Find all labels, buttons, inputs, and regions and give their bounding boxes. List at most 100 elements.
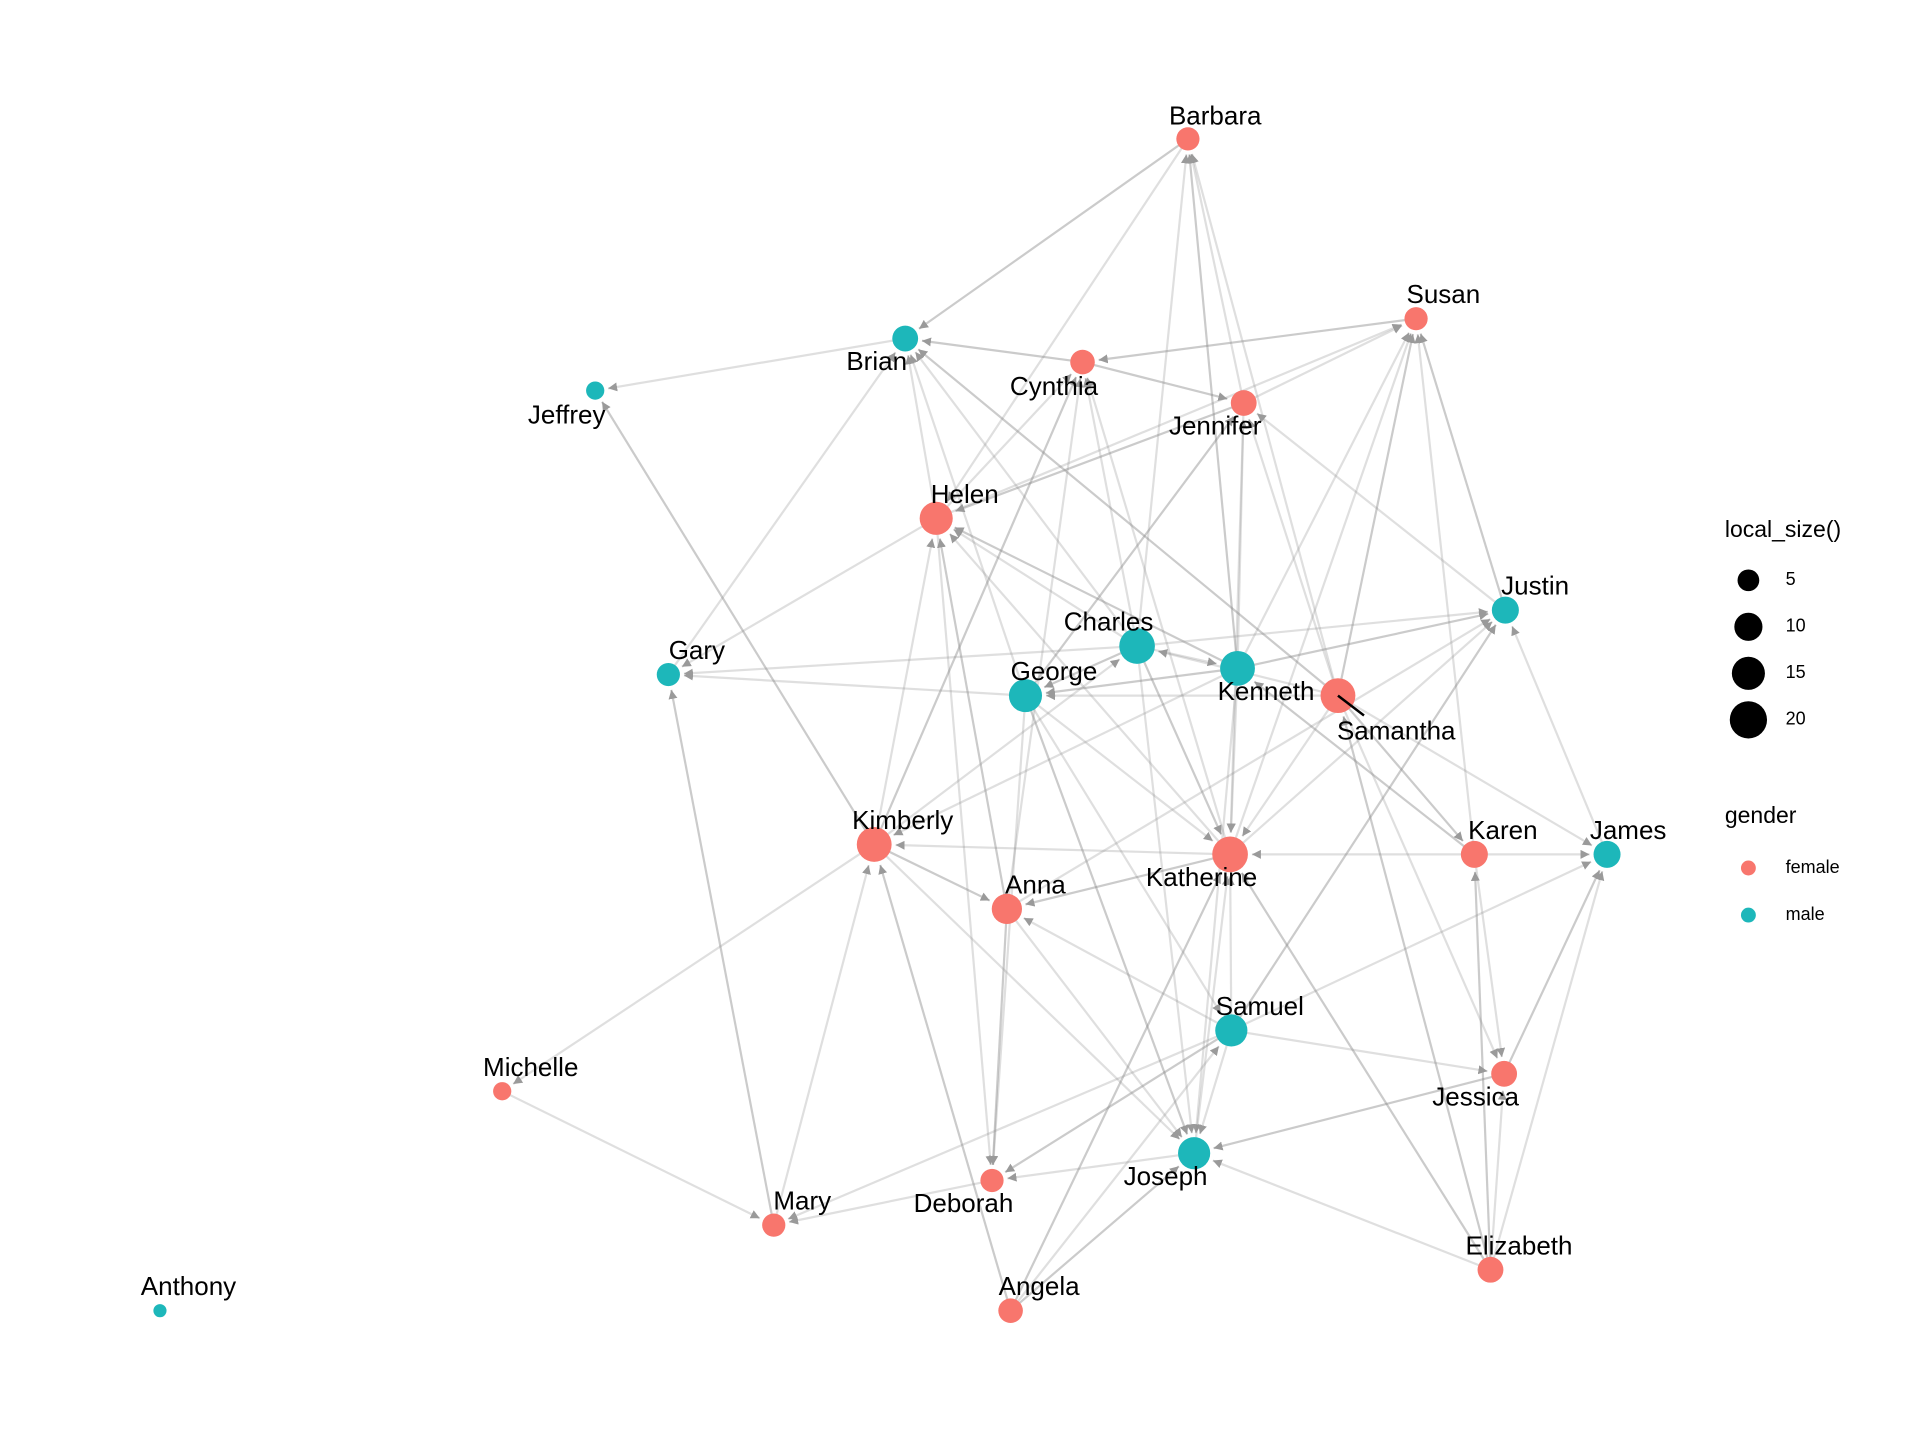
edge — [1243, 324, 1403, 404]
edge — [1418, 333, 1507, 611]
node — [1070, 349, 1095, 375]
edge — [1135, 154, 1190, 647]
node-label: George — [1011, 656, 1098, 686]
edge — [917, 348, 1339, 697]
edge — [1185, 154, 1239, 669]
edge — [935, 373, 1073, 520]
edge — [668, 689, 775, 1226]
edge — [948, 533, 1231, 856]
nodes — [153, 127, 1621, 1323]
edge — [601, 401, 876, 846]
edge — [873, 658, 1121, 846]
node-label: Deborah — [914, 1188, 1014, 1218]
edge — [788, 1179, 993, 1225]
node-label: Jessica — [1432, 1082, 1519, 1112]
edge — [683, 644, 1138, 678]
edge — [1256, 412, 1507, 611]
edge — [1085, 377, 1232, 855]
legend-size-key — [1737, 569, 1760, 592]
edge — [1230, 860, 1592, 1032]
node-label: Michelle — [483, 1052, 578, 1082]
legend-label: 15 — [1786, 662, 1806, 682]
node — [919, 501, 953, 535]
edge — [667, 351, 897, 676]
node — [1212, 836, 1248, 873]
labels: Barbara Susan Brian Cynthia Jennifer Jeffrey H… — [141, 101, 1667, 1302]
legend-label: 5 — [1786, 569, 1796, 589]
node — [493, 1082, 512, 1101]
edge — [1236, 332, 1410, 669]
node — [1491, 596, 1519, 624]
legend-color-key — [1740, 860, 1756, 876]
node — [892, 325, 919, 352]
edge — [1098, 317, 1417, 364]
node — [1119, 628, 1155, 664]
legend-label: 10 — [1786, 616, 1806, 636]
edge — [873, 843, 991, 902]
node-label: Anthony — [141, 1271, 236, 1301]
node — [1491, 1060, 1518, 1087]
edge — [1241, 695, 1339, 837]
edge — [1236, 419, 1248, 669]
legend-label: female — [1786, 857, 1840, 877]
edge — [1213, 1072, 1505, 1151]
edge — [989, 695, 1027, 1165]
edge — [1212, 1159, 1491, 1271]
edge — [1226, 402, 1245, 833]
node — [1215, 1014, 1248, 1047]
node-label: Joseph — [1124, 1161, 1208, 1191]
edge — [1503, 869, 1601, 1075]
edge — [1009, 1045, 1220, 1312]
node-label: Angela — [999, 1271, 1080, 1301]
legend-size-key — [1734, 612, 1763, 641]
edge — [1009, 873, 1222, 1312]
edge — [914, 351, 1138, 647]
edge — [1193, 875, 1231, 1154]
node — [762, 1213, 786, 1237]
node-label: Cynthia — [1010, 371, 1099, 401]
node-label: Justin — [1501, 571, 1569, 601]
edge — [1240, 872, 1492, 1271]
edge — [1511, 625, 1609, 855]
node-label: James — [1590, 815, 1667, 845]
edge — [1024, 695, 1222, 1014]
edge — [501, 1090, 761, 1220]
edge — [1188, 153, 1245, 404]
edge — [1006, 908, 1183, 1138]
legend-label: male — [1786, 904, 1825, 924]
node — [856, 827, 892, 862]
node — [1477, 1256, 1504, 1283]
edge — [1337, 694, 1464, 842]
node — [1230, 390, 1257, 416]
edges — [501, 137, 1609, 1312]
edge — [909, 354, 1027, 696]
node-label: Kimberly — [852, 805, 953, 835]
node — [991, 893, 1023, 925]
edge — [1025, 853, 1231, 907]
edge — [892, 667, 1238, 837]
edge — [955, 401, 1245, 513]
legend-title: gender — [1725, 802, 1797, 828]
edge — [512, 843, 875, 1085]
node — [1593, 840, 1621, 868]
node-label: Brian — [846, 346, 907, 376]
node — [998, 1298, 1023, 1323]
node — [586, 381, 605, 400]
node-label: Anna — [1005, 869, 1066, 899]
legend-size-key — [1729, 701, 1768, 739]
node-label: Mary — [773, 1186, 831, 1216]
edge — [1005, 378, 1084, 910]
edge — [952, 528, 1138, 647]
node — [1178, 1137, 1211, 1170]
edge — [1337, 694, 1593, 847]
edge — [895, 840, 1231, 856]
legend-title: local_size() — [1725, 516, 1841, 542]
node — [153, 1304, 167, 1318]
label-leader — [1337, 694, 1365, 717]
edge — [681, 517, 937, 668]
edge — [1489, 1090, 1507, 1270]
node — [1220, 650, 1255, 686]
edge — [1006, 618, 1491, 910]
